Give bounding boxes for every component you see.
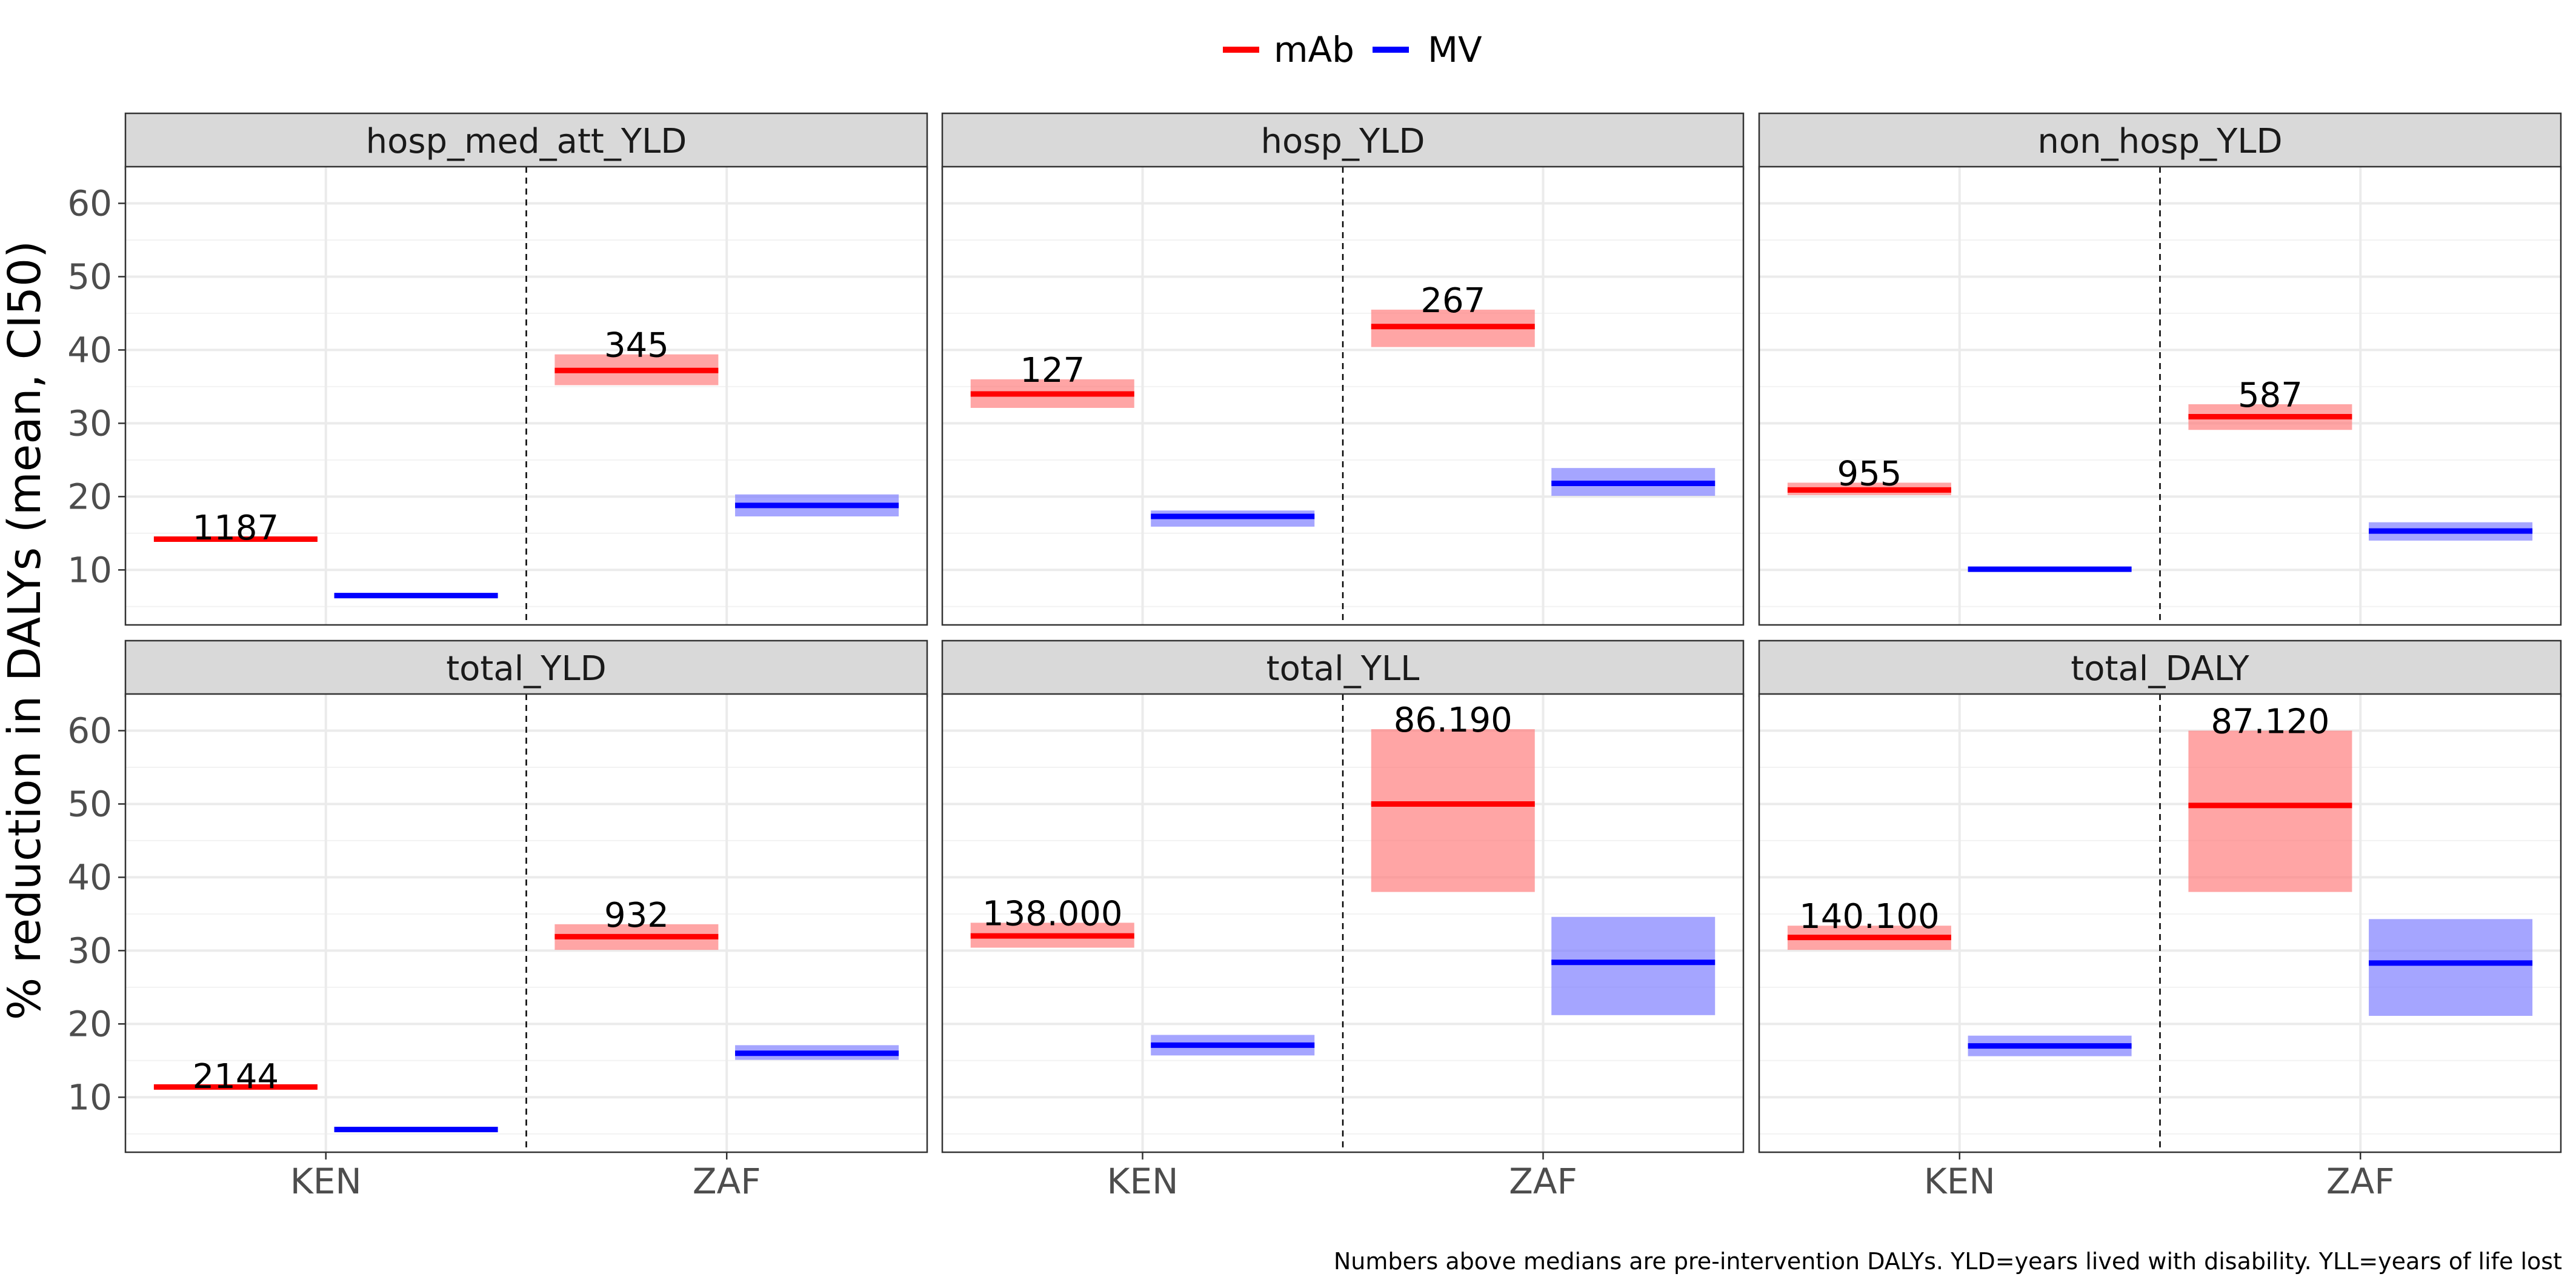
x-tick-label: ZAF <box>693 1161 761 1202</box>
y-tick-label: 10 <box>67 549 112 590</box>
data-label: 345 <box>604 326 669 365</box>
facet-panel-non_hosp_YLD: non_hosp_YLD 955 587 <box>1758 112 2562 626</box>
ci-band-mab-zaf <box>1371 729 1535 892</box>
facet-panel-hosp_YLD: hosp_YLD 127 267 <box>941 112 1745 626</box>
y-tick-label: 20 <box>67 476 112 517</box>
legend-label-mab: mAb <box>1274 29 1354 70</box>
y-tick-label: 40 <box>67 329 112 370</box>
facet-strip <box>941 112 1745 170</box>
ci-band-mv-zaf <box>2369 919 2533 1016</box>
facet-title: total_YLL <box>1266 649 1420 689</box>
data-label: 1187 <box>193 509 279 548</box>
data-label: 127 <box>1020 351 1085 390</box>
legend-label-mv: MV <box>1428 29 1482 70</box>
caption: Numbers above medians are pre-interventi… <box>1334 1248 2562 1275</box>
data-label: 2144 <box>193 1057 279 1096</box>
y-tick-label: 60 <box>67 182 112 224</box>
facet-panel-total_YLD: total_YLD 2144 932 10 20 30 40 50 60 KEN ZAF <box>67 639 928 1202</box>
facet-panel-total_YLL: total_YLL 138.000 86.190 KEN ZAF <box>941 639 1745 1202</box>
facet-title: total_DALY <box>2071 649 2249 689</box>
x-tick-label: KEN <box>290 1161 362 1202</box>
data-label: 587 <box>2238 376 2303 415</box>
y-tick-label: 50 <box>67 783 112 824</box>
data-label: 955 <box>1837 454 1902 493</box>
facet-panel-hosp_med_att_YLD: hosp_med_att_YLD 1187 345 10 20 30 40 50 60 <box>67 112 928 626</box>
facet-title: hosp_YLD <box>1260 122 1425 161</box>
y-tick-label: 30 <box>67 402 112 444</box>
y-tick-label: 20 <box>67 1003 112 1044</box>
legend: mAb MV <box>1223 29 1482 70</box>
data-label: 267 <box>1420 281 1485 321</box>
ci-band-mab-zaf <box>2188 730 2352 892</box>
data-label: 87.120 <box>2211 702 2329 741</box>
facet-strip <box>124 639 928 698</box>
panel-border <box>941 693 1745 1153</box>
panel-border <box>941 165 1745 626</box>
x-tick-label: ZAF <box>2326 1161 2395 1202</box>
ci-band-mv-zaf <box>1551 916 1716 1015</box>
panel-border <box>1758 693 2562 1153</box>
y-tick-label: 50 <box>67 256 112 297</box>
facet-title: non_hosp_YLD <box>2037 122 2282 161</box>
data-label: 86.190 <box>1394 701 1513 740</box>
x-tick-label: KEN <box>1924 1161 1995 1202</box>
panel-border <box>124 165 928 626</box>
data-label: 138.000 <box>982 894 1123 933</box>
y-tick-label: 40 <box>67 856 112 898</box>
y-axis-title: % reduction in DALYs (mean, CI50) <box>0 241 51 1020</box>
data-label: 932 <box>604 896 669 935</box>
y-tick-label: 30 <box>67 930 112 971</box>
x-tick-label: ZAF <box>1509 1161 1577 1202</box>
facet-title: total_YLD <box>446 649 607 689</box>
facet-panel-total_DALY: total_DALY 140.100 87.120 KEN ZAF <box>1758 639 2562 1202</box>
facet-strip <box>124 112 928 170</box>
y-tick-label: 10 <box>67 1076 112 1118</box>
x-tick-label: KEN <box>1107 1161 1178 1202</box>
facet-strip <box>1758 112 2562 170</box>
data-label: 140.100 <box>1799 897 1940 936</box>
y-tick-label: 60 <box>67 710 112 751</box>
panel-border <box>1758 165 2562 626</box>
facet-panels: hosp_med_att_YLD1187345102030405060hosp_… <box>67 112 2562 1202</box>
facet-title: hosp_med_att_YLD <box>366 122 687 161</box>
panel-border <box>124 693 928 1153</box>
